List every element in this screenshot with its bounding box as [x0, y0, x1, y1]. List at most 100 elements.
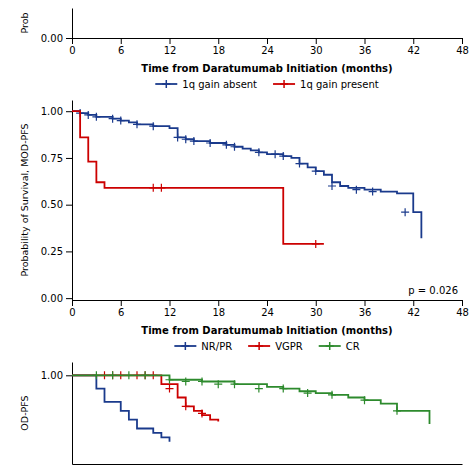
legend-label: VGPR: [275, 341, 303, 352]
tick-mark: [316, 38, 317, 44]
tick: 42: [407, 300, 420, 318]
censor-mark: [279, 385, 287, 393]
censor-mark: [182, 378, 190, 386]
tick: 36: [359, 300, 372, 318]
tick-label: 48: [456, 307, 469, 318]
tick: 1.00: [41, 370, 72, 381]
censor-mark: [312, 240, 320, 248]
survival-curve: [72, 375, 170, 442]
legend: 1q gain absent1q gain present: [155, 79, 379, 90]
tick-mark: [218, 300, 219, 306]
tick-label: 0: [69, 307, 75, 318]
censor-mark: [198, 378, 206, 386]
censor-mark: [279, 152, 287, 160]
censor-mark: [304, 389, 312, 397]
panel: 1.00OD-PFSNR/PRVGPRCR: [19, 341, 463, 465]
plot-area: [72, 371, 430, 442]
tick-label: 1.00: [41, 370, 63, 381]
tick-mark: [365, 300, 366, 306]
censor-mark: [328, 391, 336, 399]
tick-mark: [267, 38, 268, 44]
tick-label: 24: [261, 307, 274, 318]
tick: 30: [310, 300, 323, 318]
tick-mark: [365, 38, 366, 44]
censor-mark: [198, 409, 206, 417]
tick: 0.00: [41, 33, 72, 44]
tick: 6: [118, 300, 124, 318]
x-axis: 0 6 12 18 24 30 36 42 48: [69, 300, 469, 318]
tick-label: 42: [407, 45, 420, 56]
tick-label: 30: [310, 307, 323, 318]
censor-mark: [166, 376, 174, 384]
tick-mark: [218, 38, 219, 44]
legend-item: 1q gain present: [273, 79, 379, 90]
censor-mark: [190, 137, 198, 145]
tick: 18: [212, 300, 225, 318]
tick-label: 0.25: [41, 246, 63, 257]
tick-mark: [72, 300, 73, 306]
censor-mark: [109, 371, 117, 379]
censor-mark: [157, 184, 165, 192]
censor-mark: [401, 208, 409, 216]
censor-mark: [369, 188, 377, 196]
censor-mark: [312, 167, 320, 175]
tick-label: 30: [310, 45, 323, 56]
censor-mark: [231, 143, 239, 151]
tick-label: 36: [359, 307, 372, 318]
panel: 06121824303642480.000.250.500.751.00Prob…: [19, 79, 469, 337]
tick: 36: [359, 38, 372, 56]
tick-mark: [66, 111, 72, 112]
censor-mark: [352, 186, 360, 194]
legend-marker: [162, 80, 170, 88]
axis-line: [72, 363, 73, 465]
tick-label: 18: [212, 307, 225, 318]
tick-label: 36: [359, 45, 372, 56]
tick-label: 24: [261, 45, 274, 56]
y-axis: 0.00: [41, 9, 73, 44]
tick-label: 0.50: [41, 199, 63, 210]
axis-line: [72, 101, 73, 301]
tick-mark: [66, 375, 72, 376]
chart: 06121824303642480.00ProbTime from Daratu…: [0, 0, 474, 474]
censor-mark: [149, 184, 157, 192]
censor-mark: [231, 380, 239, 388]
censor-mark: [166, 385, 174, 393]
tick-mark: [462, 300, 463, 306]
legend-marker: [326, 342, 334, 350]
y-axis-title: Prob: [19, 12, 30, 33]
tick: 48: [456, 38, 469, 56]
tick-mark: [170, 300, 171, 306]
censor-mark: [174, 133, 182, 141]
tick: 42: [407, 38, 420, 56]
tick-mark: [66, 205, 72, 206]
plot-area: [72, 109, 421, 248]
x-axis: 0 6 12 18 24 30 36 42 48: [69, 38, 469, 56]
legend-marker: [280, 80, 288, 88]
censor-mark: [182, 135, 190, 143]
tick-label: 12: [164, 307, 177, 318]
x-axis: [73, 464, 463, 465]
tick-label: 0: [69, 45, 75, 56]
tick: 12: [164, 38, 177, 56]
censor-mark: [92, 113, 100, 121]
tick-mark: [267, 300, 268, 306]
censor-mark: [141, 371, 149, 379]
tick-mark: [316, 300, 317, 306]
tick-mark: [66, 38, 72, 39]
legend-item: VGPR: [248, 341, 303, 352]
censor-mark: [117, 117, 125, 125]
legend-item: NR/PR: [174, 341, 232, 352]
legend-marker: [255, 342, 263, 350]
tick-label: 18: [212, 45, 225, 56]
tick: 18: [212, 38, 225, 56]
censor-mark: [214, 380, 222, 388]
tick-label: 42: [407, 307, 420, 318]
tick: 1.00: [41, 106, 72, 117]
tick-label: 6: [118, 45, 124, 56]
tick-mark: [72, 38, 73, 44]
survival-curve: [72, 375, 218, 421]
tick-mark: [170, 38, 171, 44]
tick: 30: [310, 38, 323, 56]
y-axis: 1.00: [41, 363, 73, 465]
legend-label: NR/PR: [201, 341, 232, 352]
